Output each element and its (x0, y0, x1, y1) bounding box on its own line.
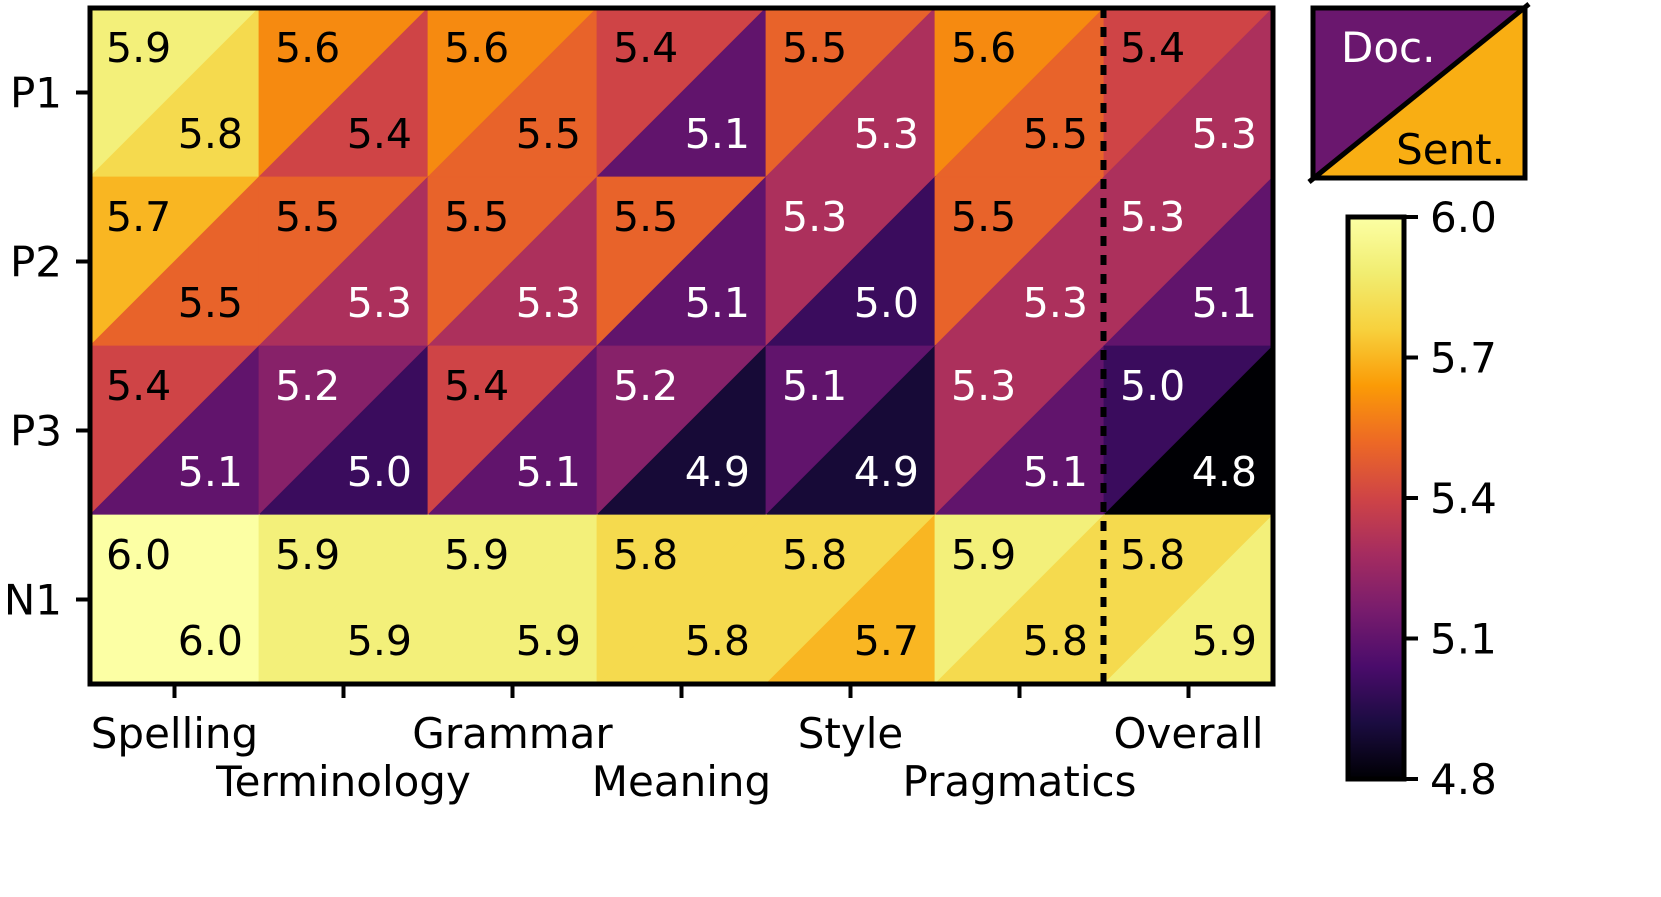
colorbar-gradient (1345, 214, 1407, 782)
colorbar-tick-label: 4.8 (1430, 755, 1497, 804)
doc-value-n1-overall: 5.8 (1120, 531, 1185, 579)
sent-value-p1-terminology: 5.4 (347, 110, 412, 158)
sent-value-p1-spelling: 5.8 (178, 110, 243, 158)
sent-value-p3-spelling: 5.1 (178, 448, 243, 496)
doc-value-p1-overall: 5.4 (1120, 24, 1185, 72)
sent-value-p1-meaning: 5.1 (685, 110, 750, 158)
sent-value-n1-style: 5.7 (854, 617, 919, 665)
doc-value-p3-grammar: 5.4 (444, 362, 509, 410)
doc-value-n1-pragmatics: 5.9 (951, 531, 1016, 579)
doc-value-p2-meaning: 5.5 (613, 193, 678, 241)
colorbar-tick-label: 6.0 (1430, 193, 1497, 242)
doc-value-n1-terminology: 5.9 (275, 531, 340, 579)
doc-value-p2-terminology: 5.5 (275, 193, 340, 241)
sent-value-p3-terminology: 5.0 (347, 448, 412, 496)
doc-value-p3-terminology: 5.2 (275, 362, 340, 410)
sent-value-p3-style: 4.9 (854, 448, 919, 496)
sent-value-n1-pragmatics: 5.8 (1023, 617, 1088, 665)
doc-value-p3-meaning: 5.2 (613, 362, 678, 410)
doc-value-p1-pragmatics: 5.6 (951, 24, 1016, 72)
doc-value-p1-style: 5.5 (782, 24, 847, 72)
doc-value-p3-pragmatics: 5.3 (951, 362, 1016, 410)
colorbar-tick-label: 5.4 (1430, 474, 1497, 523)
doc-value-p2-spelling: 5.7 (106, 193, 171, 241)
sent-value-p1-style: 5.3 (854, 110, 919, 158)
sent-value-p3-pragmatics: 5.1 (1023, 448, 1088, 496)
doc-value-n1-meaning: 5.8 (613, 531, 678, 579)
sent-value-n1-terminology: 5.9 (347, 617, 412, 665)
x-label-terminology: Terminology (215, 757, 471, 806)
doc-value-n1-grammar: 5.9 (444, 531, 509, 579)
legend-doc-label: Doc. (1341, 23, 1435, 72)
colorbar-tick-label: 5.7 (1430, 334, 1497, 383)
sent-value-p2-spelling: 5.5 (178, 279, 243, 327)
legend-sent-label: Sent. (1396, 125, 1505, 174)
sent-value-p2-style: 5.0 (854, 279, 919, 327)
sent-value-n1-overall: 5.9 (1192, 617, 1257, 665)
colorbar-tick-label: 5.1 (1430, 615, 1497, 664)
sent-value-p2-overall: 5.1 (1192, 279, 1257, 327)
sent-value-n1-grammar: 5.9 (516, 617, 581, 665)
doc-value-p3-overall: 5.0 (1120, 362, 1185, 410)
sent-value-p2-pragmatics: 5.3 (1023, 279, 1088, 327)
cell-value-labels: 5.95.85.65.45.65.55.45.15.55.35.65.55.45… (106, 24, 1257, 665)
sent-value-p3-meaning: 4.9 (685, 448, 750, 496)
sent-value-p2-terminology: 5.3 (347, 279, 412, 327)
sent-value-p1-overall: 5.3 (1192, 110, 1257, 158)
doc-value-p3-spelling: 5.4 (106, 362, 171, 410)
sent-value-p2-grammar: 5.3 (516, 279, 581, 327)
y-axis: P1 P2 P3 N1 (4, 69, 90, 625)
legend-frame (1310, 5, 1528, 181)
doc-value-n1-style: 5.8 (782, 531, 847, 579)
y-label-n1: N1 (4, 576, 62, 625)
x-label-style: Style (798, 709, 904, 758)
doc-value-p1-grammar: 5.6 (444, 24, 509, 72)
x-label-pragmatics: Pragmatics (902, 757, 1136, 806)
doc-value-p1-spelling: 5.9 (106, 24, 171, 72)
y-label-p2: P2 (10, 238, 62, 287)
heatmap-cells (89, 7, 1274, 685)
sent-value-p1-pragmatics: 5.5 (1023, 110, 1088, 158)
doc-value-p2-overall: 5.3 (1120, 193, 1185, 241)
doc-value-p1-terminology: 5.6 (275, 24, 340, 72)
x-label-meaning: Meaning (592, 757, 771, 806)
sent-value-p2-meaning: 5.1 (685, 279, 750, 327)
x-label-grammar: Grammar (412, 709, 613, 758)
y-label-p3: P3 (10, 407, 62, 456)
doc-value-n1-spelling: 6.0 (106, 531, 171, 579)
sent-value-n1-spelling: 6.0 (178, 617, 243, 665)
colorbar: 6.0 5.7 5.4 5.1 4.8 (1345, 193, 1497, 804)
doc-value-p2-style: 5.3 (782, 193, 847, 241)
y-label-p1: P1 (10, 69, 62, 118)
sent-value-p1-grammar: 5.5 (516, 110, 581, 158)
sent-value-p3-grammar: 5.1 (516, 448, 581, 496)
sent-value-n1-meaning: 5.8 (685, 617, 750, 665)
x-label-overall: Overall (1113, 709, 1263, 758)
doc-value-p2-grammar: 5.5 (444, 193, 509, 241)
split-legend: Doc. Sent. (1307, 2, 1531, 184)
doc-value-p1-meaning: 5.4 (613, 24, 678, 72)
doc-value-p3-style: 5.1 (782, 362, 847, 410)
colorbar-ticks: 6.0 5.7 5.4 5.1 4.8 (1404, 193, 1497, 804)
x-label-spelling: Spelling (91, 709, 258, 758)
legend-diagonal (1307, 2, 1531, 184)
doc-value-p2-pragmatics: 5.5 (951, 193, 1016, 241)
sent-value-p3-overall: 4.8 (1192, 448, 1257, 496)
